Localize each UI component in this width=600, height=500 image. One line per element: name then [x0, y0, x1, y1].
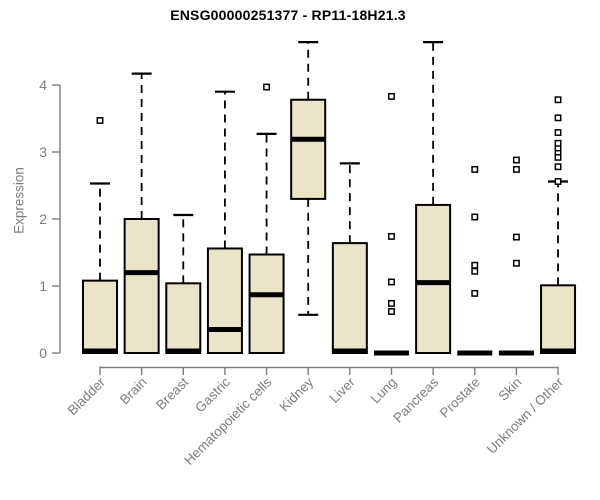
y-tick-label: 4 — [39, 77, 47, 93]
outlier-point — [471, 267, 479, 275]
outlier-point — [388, 278, 395, 286]
outlier-point — [554, 163, 562, 171]
outlier-point — [512, 233, 520, 241]
outlier-point — [388, 92, 395, 100]
outlier-point — [471, 289, 479, 297]
outlier-point — [471, 261, 479, 269]
box-kidney — [290, 98, 327, 200]
x-tick-label: Breast — [153, 374, 191, 412]
x-tick-label: Prostate — [437, 375, 483, 421]
x-tick-label: Lung — [368, 375, 400, 407]
y-tick-label: 3 — [39, 144, 47, 160]
outlier-point — [388, 232, 395, 240]
y-tick-label: 2 — [39, 211, 47, 227]
outlier-point — [554, 114, 562, 122]
x-tick-label: Pancreas — [390, 374, 441, 425]
box-unknown-other — [540, 284, 577, 354]
outlier-point — [554, 96, 562, 104]
outlier-point — [471, 213, 479, 221]
box-bladder — [82, 279, 118, 355]
y-tick-label: 1 — [39, 278, 47, 294]
box-brain — [123, 218, 160, 354]
box-hematopoietic-cells — [248, 253, 285, 354]
x-tick-label: Bladder — [65, 374, 109, 418]
box-liver — [331, 242, 368, 354]
y-tick-label: 0 — [39, 345, 47, 361]
x-tick-label: Skin — [495, 375, 524, 404]
outlier-point — [554, 129, 562, 137]
x-tick-label: Liver — [327, 374, 359, 406]
outlier-point — [512, 165, 520, 173]
chart-title: ENSG00000251377 - RP11-18H21.3 — [170, 7, 406, 23]
outlier-point — [554, 153, 562, 161]
x-tick-label: Kidney — [277, 374, 317, 414]
outlier-point — [512, 156, 520, 164]
outlier-point — [263, 83, 271, 91]
outlier-point — [388, 299, 395, 307]
box-gastric — [206, 247, 243, 354]
outlier-point — [471, 165, 479, 173]
outlier-point — [96, 117, 104, 124]
outlier-point — [388, 308, 395, 315]
box-breast — [165, 282, 202, 355]
outlier-point — [554, 178, 562, 185]
box-pancreas — [415, 203, 452, 354]
outlier-point — [512, 259, 520, 267]
x-tick-label: Gastric — [192, 374, 233, 415]
outlier-point — [554, 139, 562, 147]
x-tick-label: Unknown / Other — [484, 374, 567, 457]
x-tick-label: Brain — [117, 375, 150, 408]
